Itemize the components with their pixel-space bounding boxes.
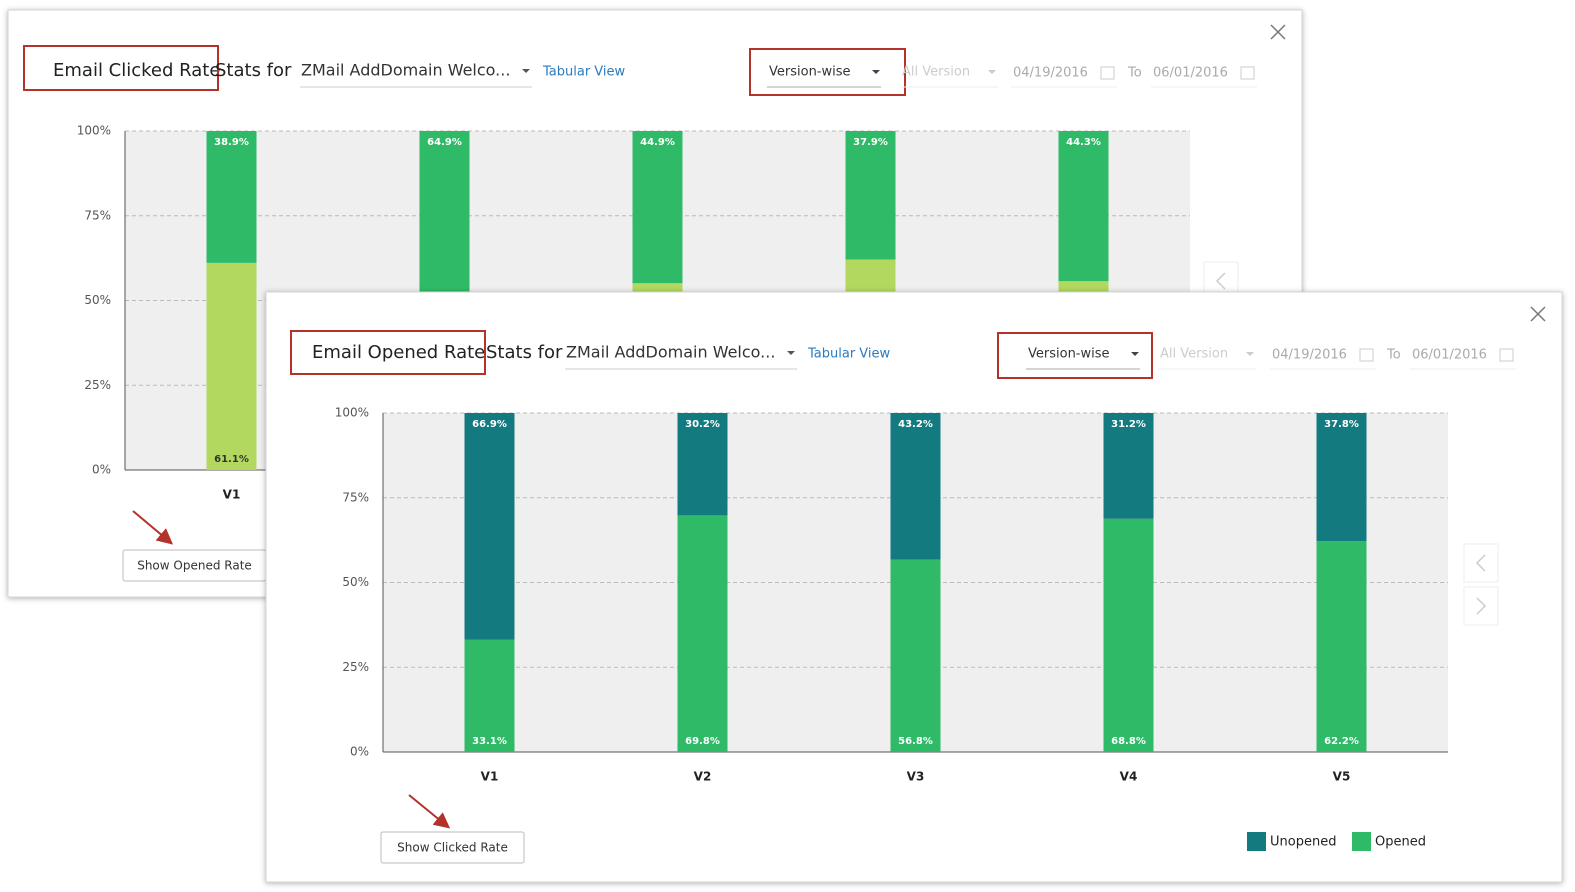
x-tick-label: V5 — [1333, 770, 1351, 784]
nav-next[interactable] — [1463, 586, 1499, 626]
y-tick-label: 25% — [342, 660, 369, 674]
data-label: 68.8% — [1111, 736, 1146, 747]
button[interactable] — [380, 831, 525, 864]
title-rest: Stats for — [486, 342, 563, 363]
date-input: 04/19/2016 — [1013, 66, 1088, 81]
bar-segment — [1058, 131, 1109, 282]
button-label: Show Opened Rate — [137, 559, 252, 573]
tabular-view-link[interactable]: Tabular View — [807, 347, 891, 362]
data-label: 62.2% — [1324, 736, 1359, 747]
bar-segment — [464, 413, 515, 640]
chevron — [1476, 597, 1487, 615]
caret — [1131, 352, 1139, 356]
caret — [988, 70, 996, 74]
version-select: All Version — [902, 65, 970, 80]
campaign-select[interactable]: ZMail AddDomain Welco... — [301, 61, 510, 80]
chevron — [1215, 272, 1226, 290]
button-label: Show Clicked Rate — [397, 841, 508, 855]
data-label: 56.8% — [898, 736, 933, 747]
x-tick-label: V2 — [694, 770, 712, 784]
caret — [1246, 352, 1254, 356]
bar-segment — [632, 131, 683, 284]
data-label: 37.9% — [853, 137, 888, 148]
calendar-icon — [1499, 348, 1514, 362]
legend-label: Opened — [1375, 835, 1426, 850]
x-tick-label: V3 — [907, 770, 925, 784]
y-tick-label: 0% — [350, 745, 369, 759]
view-select[interactable]: Version-wise — [1028, 347, 1110, 362]
annotation-arrow — [408, 794, 451, 829]
data-label: 43.2% — [898, 419, 933, 430]
bar-segment — [677, 413, 728, 516]
to-label: To — [1386, 348, 1401, 363]
date-input: 04/19/2016 — [1272, 348, 1347, 363]
legend-swatch — [1352, 832, 1371, 851]
bar-segment — [206, 262, 257, 470]
caret — [522, 69, 530, 73]
highlight-box — [997, 332, 1153, 379]
y-tick-label: 0% — [92, 463, 111, 477]
y-tick-label: 75% — [342, 490, 369, 504]
annotation-arrow — [132, 510, 174, 545]
data-label: 31.2% — [1111, 419, 1146, 430]
data-label: 38.9% — [214, 137, 249, 148]
legend-swatch — [1247, 832, 1266, 851]
to-label: To — [1127, 66, 1142, 81]
bar-segment — [1103, 518, 1154, 752]
title-rest: Stats for — [215, 60, 292, 81]
panel: Email Opened Rate Stats for ZMail AddDomai… — [265, 291, 1563, 883]
data-label: 33.1% — [472, 736, 507, 747]
bar-segment — [890, 413, 941, 560]
y-tick-label: 50% — [342, 575, 369, 589]
data-label: 44.9% — [640, 137, 675, 148]
calendar-icon — [1100, 66, 1115, 80]
version-select: All Version — [1160, 347, 1228, 362]
x-tick-label: V4 — [1120, 770, 1138, 784]
data-label: 30.2% — [685, 419, 720, 430]
bar-segment — [206, 131, 257, 263]
calendar-icon — [1240, 66, 1255, 80]
bar-segment — [1316, 541, 1367, 752]
tabular-view-link[interactable]: Tabular View — [542, 65, 626, 80]
date-input: 06/01/2016 — [1153, 66, 1228, 81]
y-tick-label: 75% — [84, 208, 111, 222]
date-input: 06/01/2016 — [1412, 348, 1487, 363]
nav-prev[interactable] — [1463, 543, 1499, 583]
highlight-box — [749, 48, 906, 96]
highlight-box — [290, 330, 486, 375]
data-label: 64.9% — [427, 137, 462, 148]
caret — [787, 351, 795, 355]
data-label: 61.1% — [214, 454, 249, 465]
highlight-box — [23, 45, 219, 91]
caret — [872, 70, 880, 74]
data-label: 37.8% — [1324, 419, 1359, 430]
y-tick-label: 100% — [335, 406, 369, 420]
y-tick-label: 100% — [77, 124, 111, 138]
close-icon[interactable] — [1530, 306, 1546, 322]
x-tick-label: V1 — [223, 488, 241, 502]
y-tick-label: 50% — [84, 293, 111, 307]
data-label: 44.3% — [1066, 137, 1101, 148]
title-highlight: Email Clicked Rate — [53, 60, 220, 81]
x-tick-label: V1 — [481, 770, 499, 784]
close-icon[interactable] — [1270, 24, 1286, 40]
calendar-icon — [1359, 348, 1374, 362]
data-label: 69.8% — [685, 736, 720, 747]
campaign-select[interactable]: ZMail AddDomain Welco... — [566, 343, 775, 362]
bar-segment — [845, 131, 896, 260]
bar-segment — [1316, 413, 1367, 542]
legend-label: Unopened — [1270, 835, 1336, 850]
title-highlight: Email Opened Rate — [312, 342, 485, 363]
data-label: 66.9% — [472, 419, 507, 430]
bar-segment — [464, 639, 515, 752]
y-tick-label: 25% — [84, 378, 111, 392]
view-select[interactable]: Version-wise — [769, 65, 851, 80]
chevron — [1475, 554, 1486, 572]
bar-segment — [677, 515, 728, 752]
bar-segment — [1103, 413, 1154, 519]
bar-segment — [890, 559, 941, 752]
